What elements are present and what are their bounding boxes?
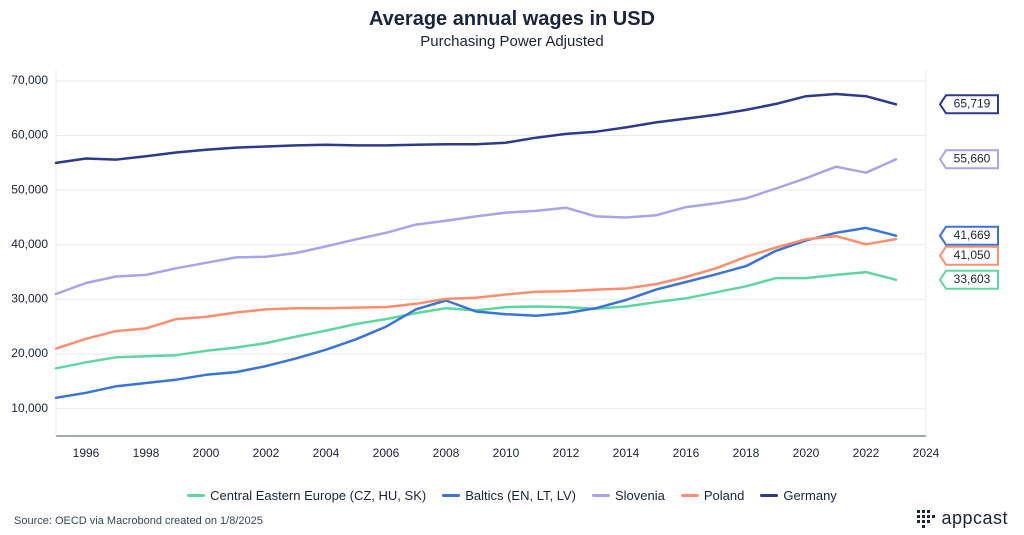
x-tick-label: 2020 (793, 446, 820, 460)
x-tick-label: 2008 (433, 446, 460, 460)
x-tick-label: 2000 (193, 446, 220, 460)
legend-swatch-baltics (442, 494, 460, 497)
y-tick-label: 20,000 (11, 346, 48, 360)
x-tick-label: 1996 (73, 446, 100, 460)
y-tick-label: 10,000 (11, 401, 48, 415)
legend-label-cee: Central Eastern Europe (CZ, HU, SK) (210, 488, 426, 503)
y-tick-label: 70,000 (11, 73, 48, 87)
legend-label-poland: Poland (704, 488, 744, 503)
end-label-slovenia: 55,660 (954, 151, 991, 165)
chart-plot-area: 10,000 20,000 30,000 40,000 50,000 60,000 70,0… (0, 60, 1024, 470)
x-tick-label: 1998 (133, 446, 160, 460)
brand-logo: appcast (917, 508, 1008, 529)
chart-title: Average annual wages in USD (0, 0, 1024, 31)
legend: Central Eastern Europe (CZ, HU, SK) Balti… (0, 485, 1024, 503)
legend-swatch-poland (681, 494, 699, 497)
chart-subtitle: Purchasing Power Adjusted (0, 33, 1024, 50)
legend-swatch-slovenia (592, 494, 610, 497)
end-label-poland: 41,050 (954, 248, 991, 262)
legend-item-baltics: Baltics (EN, LT, LV) (442, 488, 576, 503)
legend-item-germany: Germany (760, 488, 836, 503)
y-tick-label: 60,000 (11, 128, 48, 142)
end-label-baltics: 41,669 (954, 228, 991, 242)
x-tick-label: 2002 (253, 446, 280, 460)
legend-item-slovenia: Slovenia (592, 488, 665, 503)
brand-text: appcast (941, 508, 1008, 529)
source-text: Source: OECD via Macrobond created on 1/… (14, 515, 263, 527)
end-label-cee: 33,603 (954, 272, 991, 286)
x-tick-label: 2004 (313, 446, 340, 460)
end-label-germany: 65,719 (954, 96, 991, 110)
y-tick-label: 50,000 (11, 182, 48, 196)
legend-swatch-germany (760, 494, 778, 497)
x-tick-label: 2014 (613, 446, 640, 460)
x-tick-label: 2022 (853, 446, 880, 460)
x-tick-label: 2024 (913, 446, 940, 460)
series-line-baltics (56, 228, 896, 398)
x-tick-label: 2006 (373, 446, 400, 460)
legend-swatch-cee (187, 494, 205, 497)
legend-item-cee: Central Eastern Europe (CZ, HU, SK) (187, 488, 426, 503)
legend-label-baltics: Baltics (EN, LT, LV) (465, 488, 576, 503)
series-line-slovenia (56, 159, 896, 294)
chart-svg: 10,000 20,000 30,000 40,000 50,000 60,000 70,0… (0, 60, 1024, 470)
x-tick-label: 2012 (553, 446, 580, 460)
chart-container: Average annual wages in USD Purchasing P… (0, 0, 1024, 535)
legend-label-slovenia: Slovenia (615, 488, 665, 503)
x-tick-label: 2018 (733, 446, 760, 460)
brand-dots-icon (917, 510, 935, 528)
y-tick-label: 40,000 (11, 237, 48, 251)
x-tick-label: 2010 (493, 446, 520, 460)
legend-item-poland: Poland (681, 488, 744, 503)
series-line-germany (56, 94, 896, 163)
x-tick-label: 2016 (673, 446, 700, 460)
legend-label-germany: Germany (783, 488, 836, 503)
y-tick-label: 30,000 (11, 292, 48, 306)
